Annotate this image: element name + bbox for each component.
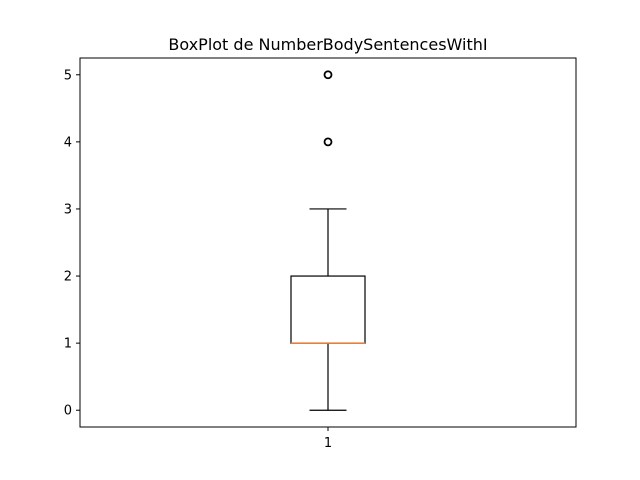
y-tick-label: 1 xyxy=(64,337,72,352)
y-tick-label: 2 xyxy=(64,270,72,285)
y-tick-label: 4 xyxy=(64,135,72,150)
outlier-point xyxy=(323,137,333,147)
y-tick-label: 5 xyxy=(64,68,72,83)
x-tick-label: 1 xyxy=(324,436,332,451)
axes-frame xyxy=(79,57,577,428)
plot-area: 0 1 2 3 4 5 1 xyxy=(64,68,366,451)
outlier-point xyxy=(323,70,333,80)
y-tick-label: 3 xyxy=(64,202,72,217)
y-tick-label: 0 xyxy=(64,404,72,419)
chart-title: BoxPlot de NumberBodySentencesWithI xyxy=(168,35,487,54)
